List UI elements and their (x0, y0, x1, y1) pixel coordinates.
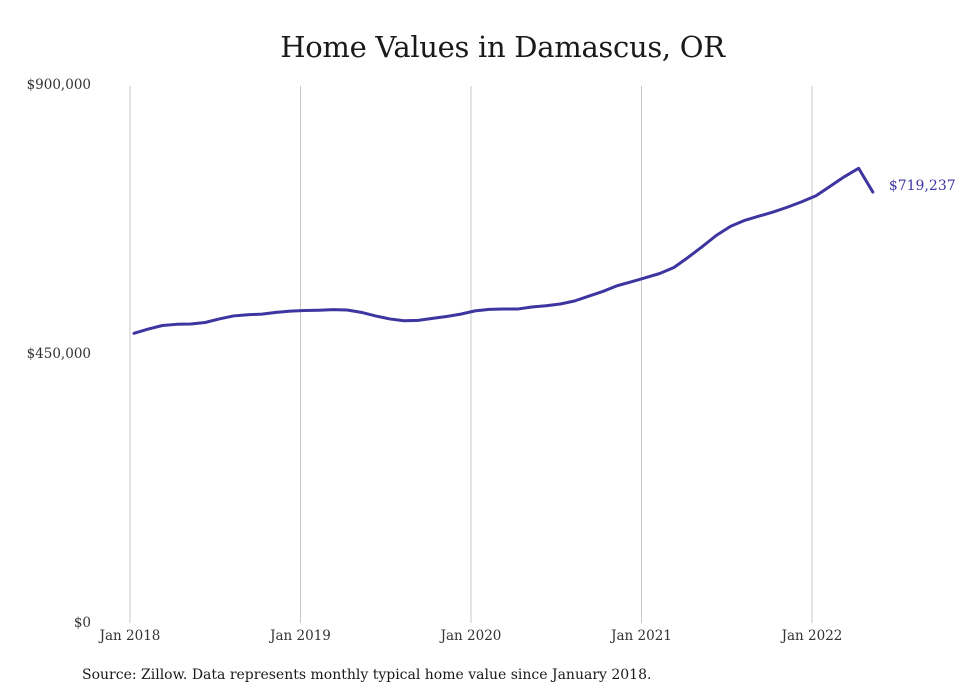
x-axis-tick-labels: Jan 2018 Jan 2019 Jan 2020 Jan 2021 Jan 2022 (98, 628, 843, 644)
x-tick-label: Jan 2020 (439, 628, 502, 644)
y-tick-label: $450,000 (27, 346, 91, 362)
end-value-label: $719,237 (889, 178, 956, 194)
x-tick-label: Jan 2021 (609, 628, 672, 644)
source-note: Source: Zillow. Data represents monthly … (82, 667, 652, 683)
x-tick-label: Jan 2019 (268, 628, 331, 644)
chart-title: Home Values in Damascus, OR (280, 30, 725, 64)
x-tick-label: Jan 2018 (98, 628, 161, 644)
vertical-gridlines (129, 86, 813, 623)
series-group (132, 166, 875, 335)
y-tick-label: $900,000 (27, 77, 91, 93)
series-line (132, 166, 875, 335)
y-tick-label: $0 (74, 615, 91, 631)
x-tick-label: Jan 2022 (780, 628, 843, 644)
y-axis-tick-labels: $900,000 $450,000 $0 (27, 77, 91, 631)
end-value-label-group: $719,237 (889, 178, 956, 194)
